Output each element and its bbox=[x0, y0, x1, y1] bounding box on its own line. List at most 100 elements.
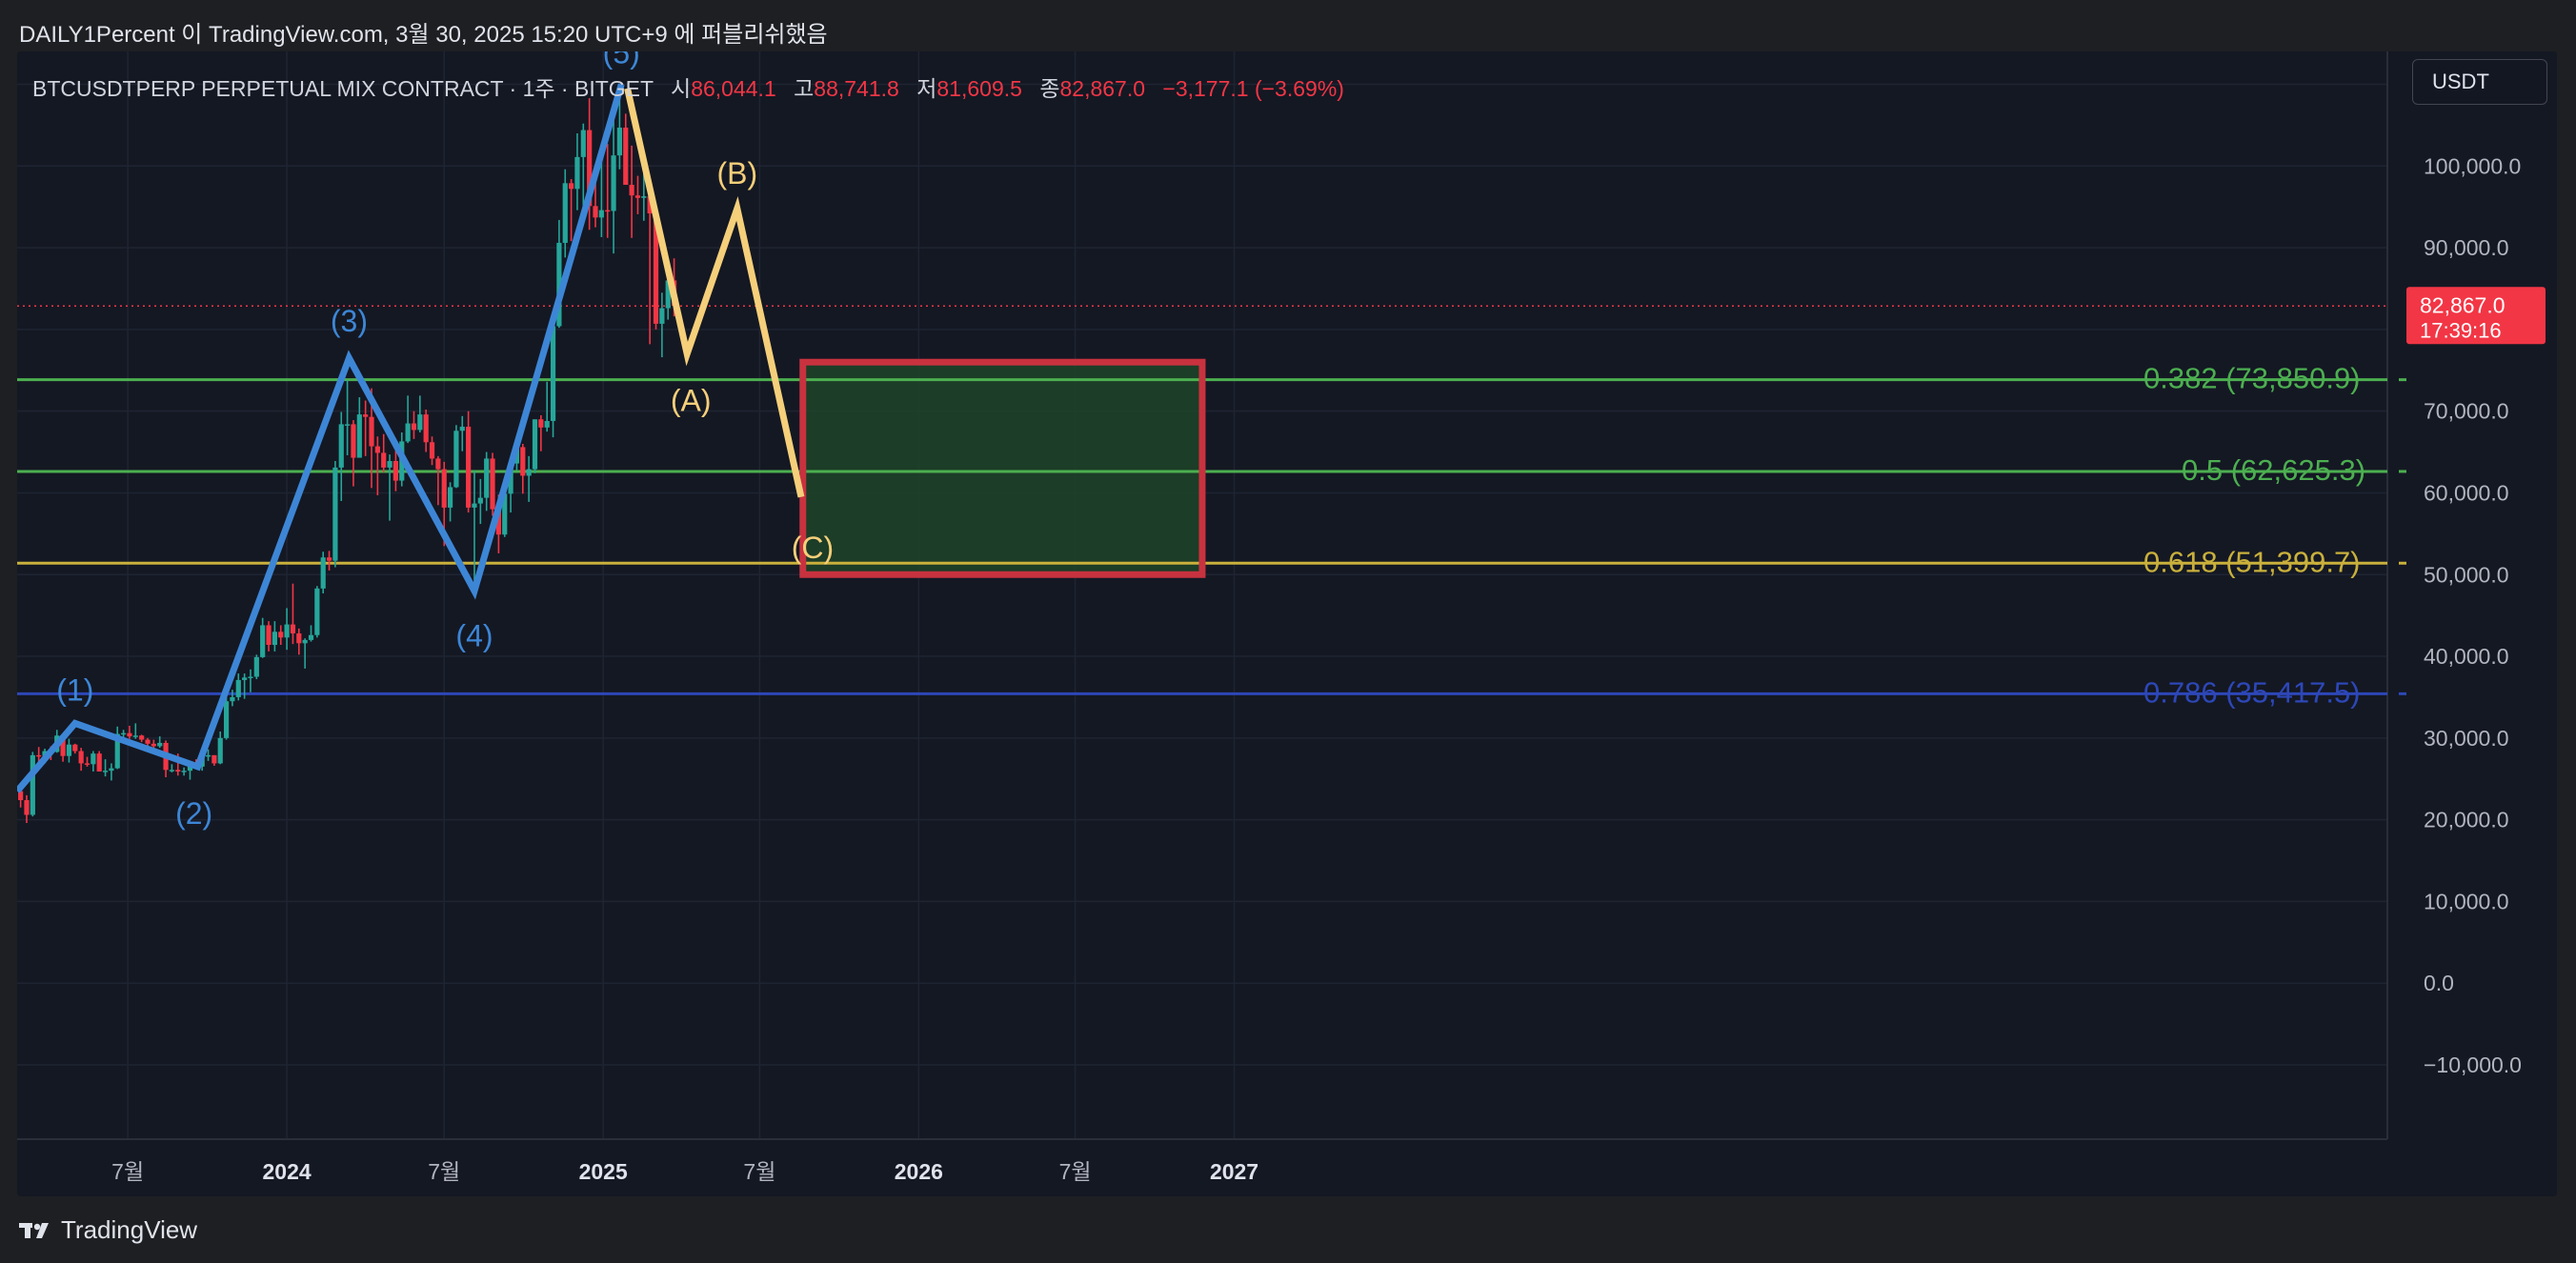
candle-up bbox=[157, 742, 163, 747]
candle-down bbox=[139, 735, 145, 740]
wave-label: (A) bbox=[671, 384, 712, 418]
high-value: 88,741.8 bbox=[814, 76, 899, 101]
candle-down bbox=[495, 509, 501, 535]
candle-up bbox=[556, 242, 562, 327]
y-tick-label: 90,000.0 bbox=[2424, 235, 2509, 260]
x-tick-label: 7월 bbox=[743, 1159, 775, 1184]
candle-up bbox=[91, 753, 96, 765]
wave-label: (2) bbox=[175, 796, 212, 831]
y-tick-label: 70,000.0 bbox=[2424, 399, 2509, 424]
chart-panel[interactable]: 110,000.0100,000.090,000.070,000.060,000… bbox=[17, 51, 2557, 1196]
candle-down bbox=[127, 732, 132, 737]
candle-down bbox=[429, 442, 435, 459]
candle-up bbox=[611, 155, 616, 211]
target-zone-border bbox=[799, 358, 1206, 578]
candle-up bbox=[508, 463, 513, 494]
candle-up bbox=[114, 733, 120, 769]
candle-up bbox=[181, 771, 187, 772]
candle-down bbox=[538, 419, 544, 428]
x-tick-label: 2026 bbox=[895, 1159, 943, 1184]
candle-up bbox=[550, 326, 556, 421]
candle-down bbox=[363, 414, 369, 417]
fib-level-label: 0.382 (73,850.9) bbox=[2143, 362, 2361, 395]
candle-up bbox=[417, 414, 423, 431]
candle-down bbox=[326, 557, 332, 561]
correction-wave-path[interactable] bbox=[624, 88, 805, 498]
y-tick-label: −10,000.0 bbox=[2424, 1052, 2522, 1077]
open-label: 시 bbox=[671, 76, 692, 101]
candle-up bbox=[453, 431, 459, 488]
candle-down bbox=[569, 183, 574, 190]
x-tick-label: 7월 bbox=[111, 1159, 144, 1184]
candle-up bbox=[574, 156, 580, 190]
candle-up bbox=[302, 639, 308, 644]
candle-up bbox=[169, 770, 175, 772]
candle-down bbox=[278, 632, 284, 638]
price-chart[interactable]: 110,000.0100,000.090,000.070,000.060,000… bbox=[17, 51, 2557, 1196]
candle-up bbox=[641, 196, 647, 198]
tradingview-icon bbox=[19, 1222, 49, 1238]
candle-up bbox=[30, 754, 35, 815]
candle-up bbox=[345, 424, 351, 426]
candle-down bbox=[175, 770, 181, 772]
candle-up bbox=[260, 625, 266, 657]
candle-down bbox=[60, 735, 66, 756]
candle-down bbox=[18, 791, 24, 801]
candle-down bbox=[266, 625, 272, 646]
wave-label: (C) bbox=[792, 531, 834, 565]
candle-up bbox=[472, 503, 477, 508]
y-tick-label: 10,000.0 bbox=[2424, 889, 2509, 913]
candle-down bbox=[441, 469, 447, 508]
candle-down bbox=[411, 423, 417, 431]
tradingview-logo[interactable]: TradingView bbox=[19, 1215, 197, 1245]
wave-label: (3) bbox=[331, 304, 368, 338]
candle-down bbox=[392, 461, 399, 481]
candle-up bbox=[338, 424, 344, 468]
candle-down bbox=[24, 800, 30, 815]
candle-up bbox=[477, 497, 483, 504]
candle-down bbox=[296, 633, 302, 644]
candle-down bbox=[520, 447, 526, 476]
candle-down bbox=[623, 127, 629, 186]
candle-down bbox=[653, 213, 659, 324]
impulse-wave-path[interactable] bbox=[17, 83, 625, 793]
candle-up bbox=[502, 493, 508, 535]
candle-up bbox=[314, 588, 320, 635]
candle-down bbox=[629, 185, 634, 196]
candle-up bbox=[532, 419, 538, 470]
candle-up bbox=[230, 696, 235, 702]
low-label: 저 bbox=[916, 76, 937, 101]
y-tick-label: 0.0 bbox=[2424, 971, 2454, 995]
x-tick-label: 7월 bbox=[428, 1159, 460, 1184]
candle-up bbox=[187, 766, 193, 772]
candle-down bbox=[36, 754, 42, 757]
bar-countdown: 17:39:16 bbox=[2420, 318, 2502, 342]
candle-up bbox=[248, 676, 253, 678]
candle-up bbox=[598, 210, 604, 218]
candle-down bbox=[587, 130, 593, 207]
candle-up bbox=[132, 735, 138, 737]
open-value: 86,044.1 bbox=[691, 76, 776, 101]
currency-selector-button[interactable]: USDT bbox=[2412, 59, 2547, 105]
candle-up bbox=[253, 656, 259, 677]
y-tick-label: 20,000.0 bbox=[2424, 808, 2509, 832]
x-tick-label: 7월 bbox=[1059, 1159, 1092, 1184]
candle-up bbox=[121, 732, 127, 735]
close-label: 종 bbox=[1039, 76, 1060, 101]
footer: TradingView bbox=[0, 1196, 2576, 1263]
candle-down bbox=[435, 458, 441, 470]
candle-down bbox=[96, 753, 102, 772]
y-tick-label: 100,000.0 bbox=[2424, 153, 2521, 178]
x-tick-label: 2025 bbox=[579, 1159, 628, 1184]
y-tick-label: 50,000.0 bbox=[2424, 562, 2509, 587]
candle-down bbox=[78, 751, 84, 764]
target-zone-fill bbox=[802, 362, 1202, 575]
fib-level-label: 0.786 (35,417.5) bbox=[2143, 675, 2361, 709]
candle-up bbox=[109, 768, 114, 772]
x-tick-label: 2024 bbox=[263, 1159, 312, 1184]
low-value: 81,609.5 bbox=[936, 76, 1022, 101]
candle-down bbox=[84, 763, 91, 765]
fib-level-label: 0.5 (62,625.3) bbox=[2182, 453, 2365, 487]
attribution-bar: DAILY1Percent 이 TradingView.com, 3월 30, … bbox=[0, 0, 2576, 51]
candle-up bbox=[102, 771, 109, 772]
